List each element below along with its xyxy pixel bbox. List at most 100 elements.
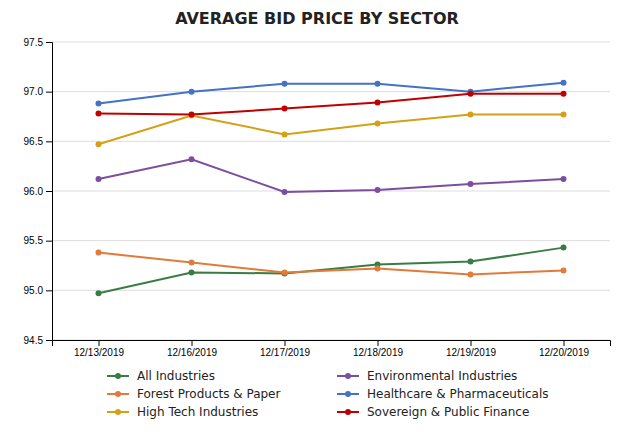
tick-label: 95.0 bbox=[24, 285, 44, 296]
tick-mark bbox=[46, 241, 52, 242]
point bbox=[282, 269, 288, 275]
point bbox=[375, 100, 381, 106]
tick-mark bbox=[285, 340, 286, 346]
legend-label: Forest Products & Paper bbox=[137, 387, 280, 401]
legend-item: All Industries bbox=[107, 369, 215, 383]
tick: 96.5 bbox=[24, 136, 52, 147]
tick: 94.5 bbox=[24, 335, 52, 346]
tick-label: 96.0 bbox=[24, 186, 44, 197]
tick-mark bbox=[46, 42, 52, 43]
point bbox=[468, 181, 474, 187]
legend-item: Sovereign & Public Finance bbox=[337, 405, 529, 419]
point bbox=[96, 111, 102, 117]
line bbox=[99, 253, 564, 275]
legend-item: Environmental Industries bbox=[337, 369, 517, 383]
tick-label: 12/19/2019 bbox=[446, 347, 496, 358]
point bbox=[282, 81, 288, 87]
legend-item: High Tech Industries bbox=[107, 405, 258, 419]
tick-label: 96.5 bbox=[24, 136, 44, 147]
legend-marker bbox=[345, 373, 351, 379]
point bbox=[375, 81, 381, 87]
grid-line bbox=[52, 141, 610, 142]
grid-line bbox=[52, 290, 610, 291]
tick-mark bbox=[378, 340, 379, 346]
point bbox=[96, 141, 102, 147]
point bbox=[561, 176, 567, 182]
tick-mark bbox=[46, 290, 52, 291]
legend-marker bbox=[345, 391, 351, 397]
tick-mark bbox=[564, 340, 565, 346]
series bbox=[96, 245, 567, 297]
tick-mark bbox=[192, 340, 193, 346]
legend-label: Healthcare & Pharmaceuticals bbox=[367, 387, 549, 401]
point bbox=[375, 187, 381, 193]
point bbox=[189, 156, 195, 162]
point bbox=[375, 120, 381, 126]
tick-label: 12/20/2019 bbox=[539, 347, 589, 358]
line bbox=[99, 115, 564, 145]
legend-marker bbox=[115, 391, 121, 397]
tick-label: 12/13/2019 bbox=[74, 347, 124, 358]
point bbox=[561, 267, 567, 273]
point bbox=[96, 101, 102, 107]
legend-marker bbox=[115, 373, 121, 379]
point bbox=[282, 131, 288, 137]
tick: 12/17/2019 bbox=[260, 340, 310, 358]
point bbox=[189, 89, 195, 95]
plot: 94.595.095.596.096.597.097.512/13/201912… bbox=[24, 37, 611, 358]
tick-mark bbox=[46, 340, 52, 341]
tick: 96.0 bbox=[24, 186, 52, 197]
tick-mark bbox=[471, 340, 472, 346]
point bbox=[468, 271, 474, 277]
point bbox=[468, 259, 474, 265]
series bbox=[96, 156, 567, 195]
line bbox=[99, 94, 564, 115]
point bbox=[282, 189, 288, 195]
legend-marker bbox=[115, 409, 121, 415]
tick-mark bbox=[46, 141, 52, 142]
tick-label: 97.5 bbox=[24, 37, 44, 48]
tick: 95.5 bbox=[24, 235, 52, 246]
legend-label: High Tech Industries bbox=[137, 405, 258, 419]
tick: 97.0 bbox=[24, 86, 52, 97]
series bbox=[96, 250, 567, 278]
legend-label: Environmental Industries bbox=[367, 369, 517, 383]
x-axis: 12/13/2019 12/16/2019 12/17/2019 12/18/2019… bbox=[53, 340, 611, 358]
tick: 12/13/2019 bbox=[74, 340, 124, 358]
grid-line bbox=[52, 42, 610, 43]
point bbox=[375, 265, 381, 271]
grid-line bbox=[52, 240, 610, 241]
tick: 12/20/2019 bbox=[539, 340, 589, 358]
point bbox=[561, 245, 567, 251]
point bbox=[561, 80, 567, 86]
series bbox=[96, 112, 567, 148]
point bbox=[282, 270, 288, 276]
legend-item: Healthcare & Pharmaceuticals bbox=[337, 387, 549, 401]
tick-label: 95.5 bbox=[24, 235, 44, 246]
point bbox=[189, 112, 195, 118]
tick: 97.5 bbox=[24, 37, 52, 48]
point bbox=[468, 91, 474, 97]
grid bbox=[52, 42, 610, 340]
chart: AVERAGE BID PRICE BY SECTOR 94.5 95.0 95.5 9… bbox=[0, 0, 634, 438]
tick-mark bbox=[46, 191, 52, 192]
tick-label: 94.5 bbox=[24, 335, 44, 346]
tick: 12/18/2019 bbox=[353, 340, 403, 358]
legend-marker bbox=[345, 409, 351, 415]
tick: 12/16/2019 bbox=[167, 340, 217, 358]
point bbox=[189, 260, 195, 266]
tick-mark bbox=[99, 340, 100, 346]
line bbox=[99, 248, 564, 294]
point bbox=[282, 106, 288, 112]
tick-label: 12/16/2019 bbox=[167, 347, 217, 358]
marks bbox=[96, 80, 567, 297]
axis-line bbox=[46, 43, 53, 341]
legend: All Industries Forest Products & Paper Hig… bbox=[107, 369, 549, 419]
point bbox=[189, 269, 195, 275]
tick-label: 12/17/2019 bbox=[260, 347, 310, 358]
legend-label: Sovereign & Public Finance bbox=[367, 405, 529, 419]
point bbox=[96, 290, 102, 296]
point bbox=[561, 112, 567, 118]
title: AVERAGE BID PRICE BY SECTOR bbox=[175, 9, 459, 28]
series bbox=[96, 91, 567, 118]
